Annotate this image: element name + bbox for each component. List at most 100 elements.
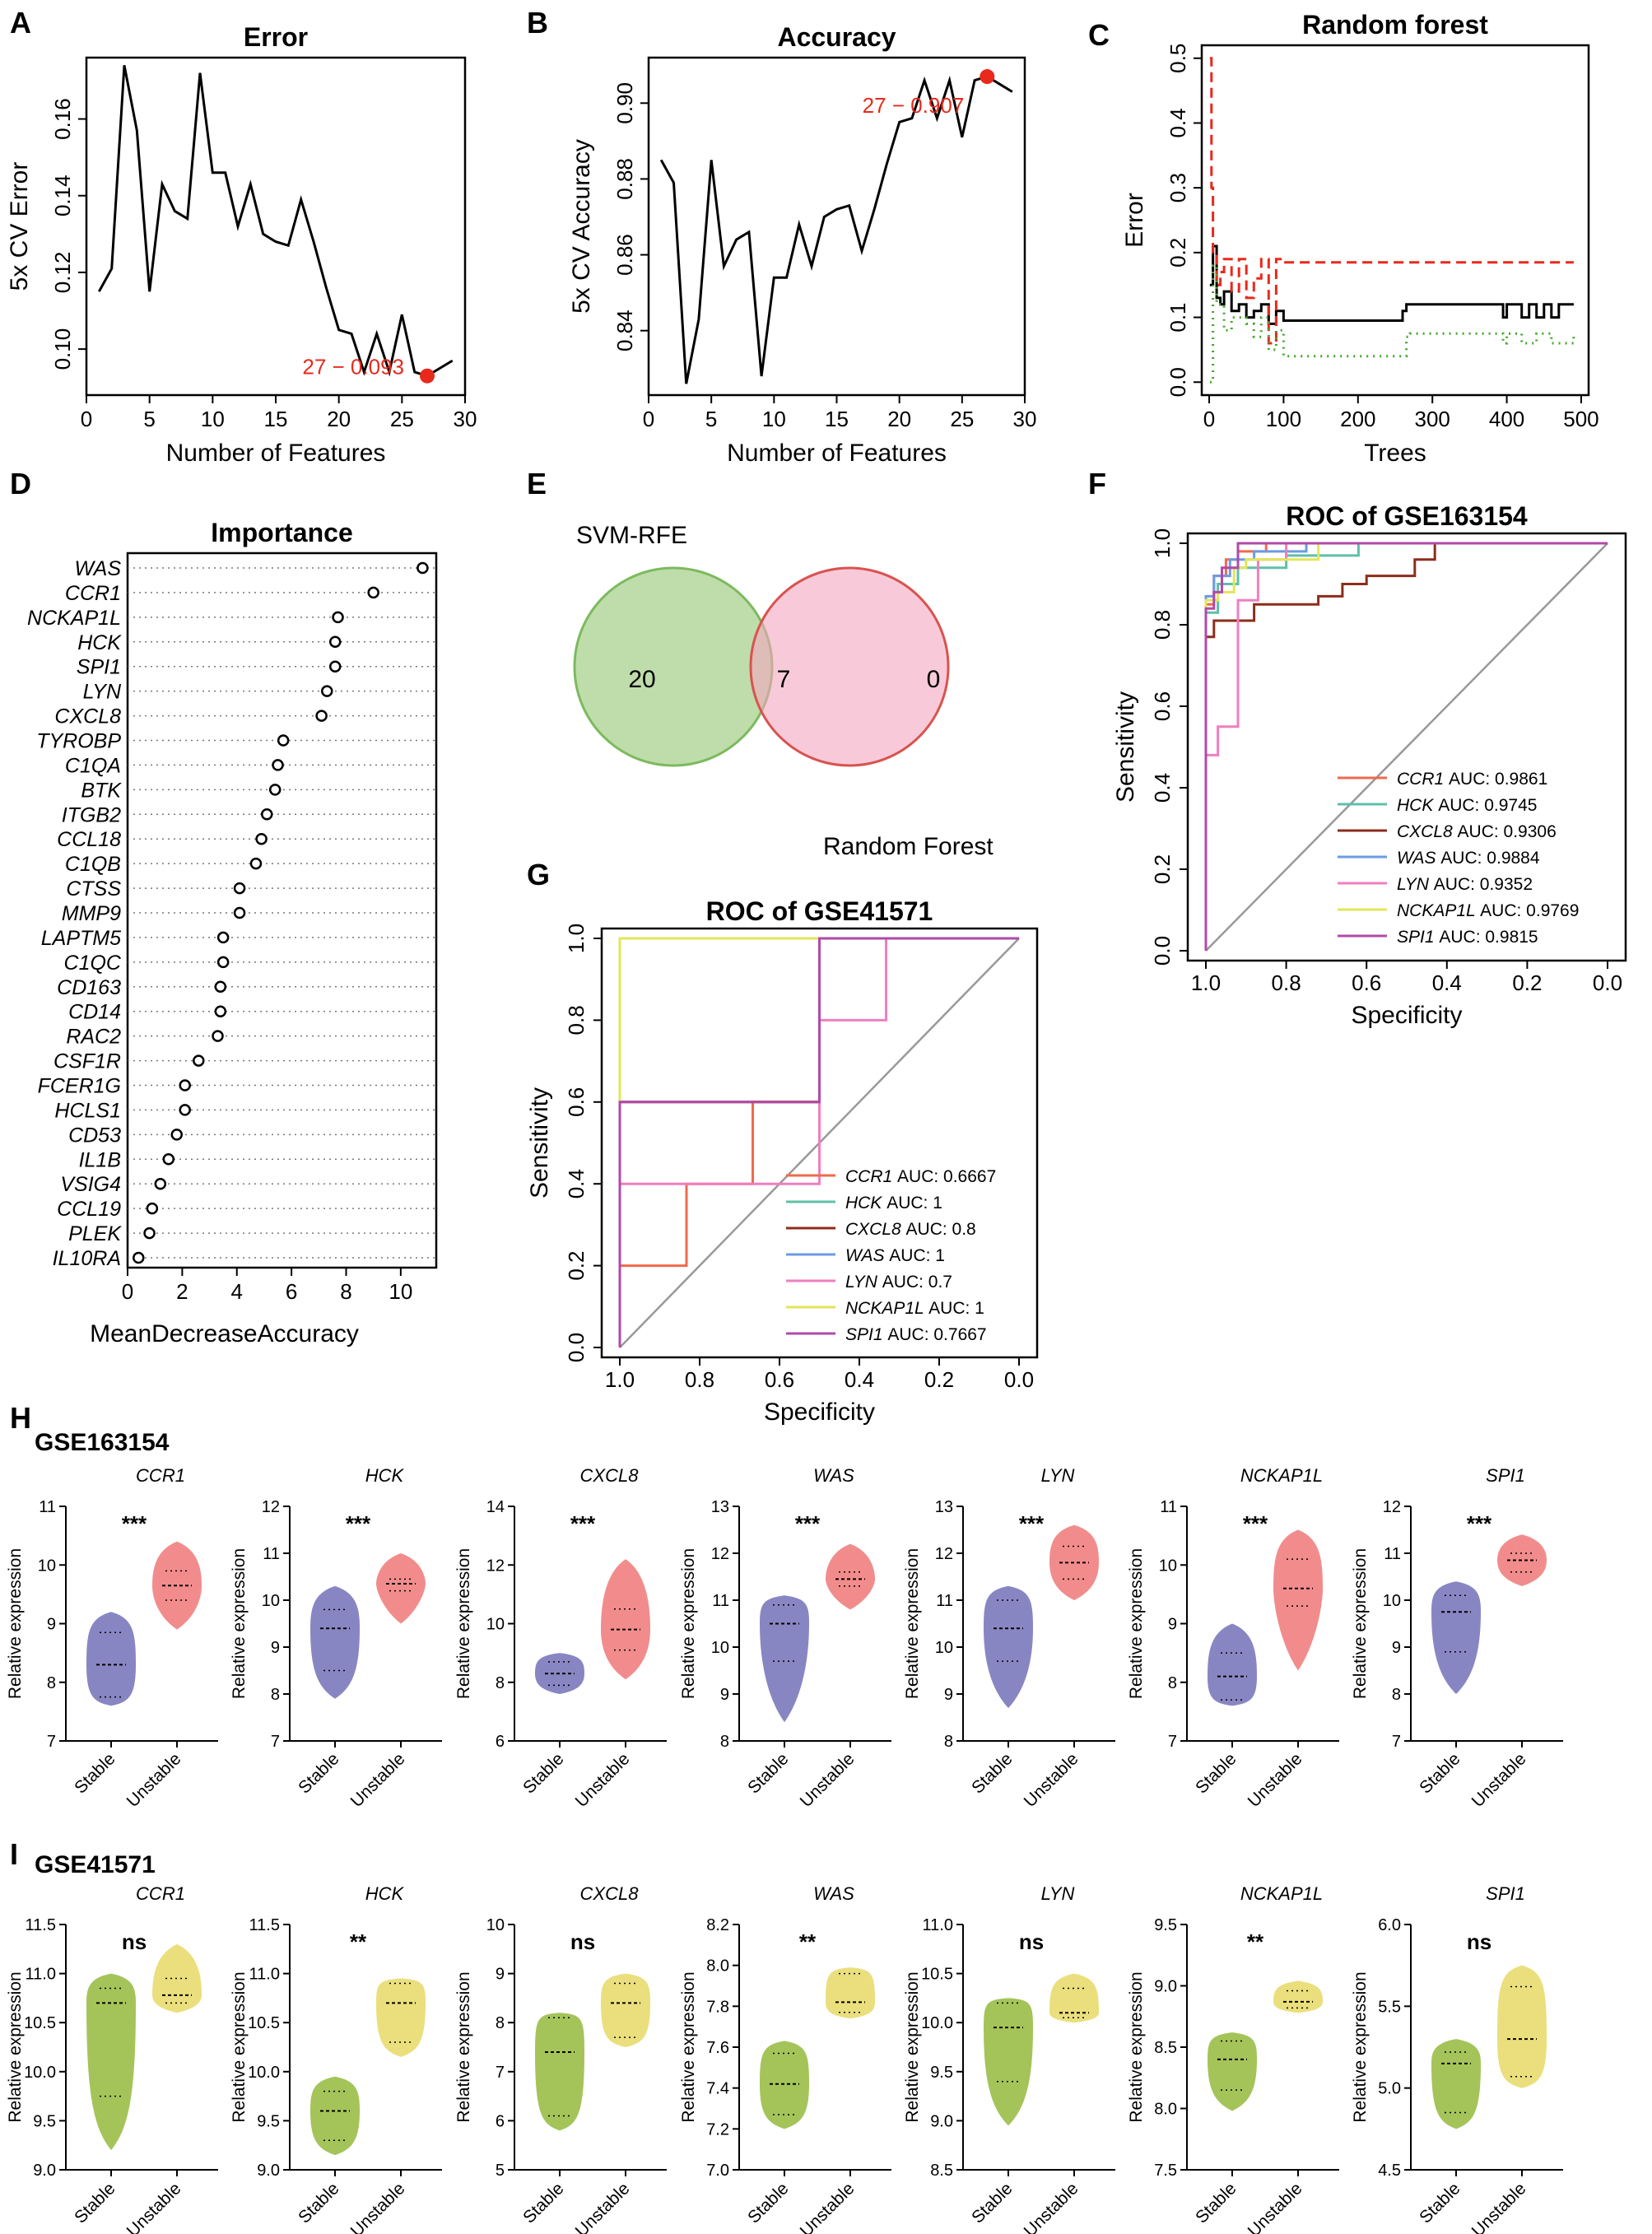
violin-stable bbox=[984, 1998, 1033, 2126]
venn-label-svm: SVM-RFE bbox=[576, 522, 687, 549]
highlight-label: 27 − 0.093 bbox=[302, 355, 404, 379]
x-tick-label: 0 bbox=[1203, 407, 1215, 431]
violin-stable bbox=[760, 1595, 809, 1723]
importance-point bbox=[321, 685, 333, 697]
group-label: Unstable bbox=[572, 2179, 634, 2234]
gene-title: NCKAP1L bbox=[1240, 1883, 1323, 1904]
chart-title: Importance bbox=[211, 518, 352, 547]
y-axis-label: Sensitivity bbox=[1112, 691, 1139, 803]
violin-unstable bbox=[826, 1543, 875, 1610]
gene-label: TYROBP bbox=[36, 730, 121, 753]
importance-point bbox=[277, 734, 290, 747]
violin-stable bbox=[1431, 1581, 1481, 1694]
gene-label: CD53 bbox=[68, 1124, 121, 1147]
panel-letter-h: H bbox=[10, 1401, 31, 1435]
importance-point bbox=[328, 660, 342, 673]
y-tick-label: 0.90 bbox=[612, 82, 637, 124]
y-tick-label: 9.5 bbox=[930, 2064, 953, 2082]
gene-label: C1QA bbox=[65, 754, 121, 777]
y-tick-label: 8 bbox=[720, 1733, 729, 1751]
y-tick-label: 9.5 bbox=[1154, 1916, 1177, 1934]
y-tick-label: 0.88 bbox=[612, 158, 637, 200]
y-tick-label: 8 bbox=[47, 1674, 56, 1692]
gene-label: SPI1 bbox=[77, 656, 121, 679]
group-label: Stable bbox=[744, 1749, 792, 1797]
y-axis-label: Sensitivity bbox=[526, 1087, 553, 1198]
y-tick-label: 13 bbox=[935, 1498, 953, 1516]
group-label: Stable bbox=[1192, 2179, 1240, 2227]
violin-subplot-ccr1: CCR1 *** 7 8 9 10 11 Relative expression Stable U… bbox=[6, 1465, 218, 1811]
violin-subplot-spi1: SPI1 ns 4.5 5.0 5.5 6.0 Relative expression Sta… bbox=[1351, 1883, 1563, 2234]
importance-point bbox=[162, 1153, 175, 1166]
plot-frame bbox=[600, 927, 1039, 1359]
violin-unstable bbox=[376, 1553, 426, 1624]
y-tick-label: 9 bbox=[47, 1616, 56, 1634]
x-tick-label: 0.0 bbox=[1004, 1367, 1034, 1392]
gene-title: CCR1 bbox=[136, 1465, 185, 1486]
x-tick-label: 15 bbox=[264, 407, 288, 431]
y-tick-label: 10.5 bbox=[24, 2014, 56, 2032]
y-tick-label: 0.2 bbox=[564, 1251, 589, 1281]
violin-subplot-nckap1l: NCKAP1L *** 7 8 9 10 11 Relative expression Stab… bbox=[1127, 1465, 1339, 1811]
venn-label-rf: Random Forest bbox=[823, 833, 994, 860]
legend-entry: WAS AUC: 0.9884 bbox=[1397, 849, 1540, 868]
y-tick-label: 11 bbox=[1384, 1545, 1401, 1563]
x-tick-label: 400 bbox=[1489, 407, 1524, 431]
venn-count-intersection: 7 bbox=[777, 666, 791, 693]
importance-point bbox=[179, 1079, 191, 1091]
y-axis-label: Relative expression bbox=[1127, 1971, 1146, 2122]
y-tick-label: 9 bbox=[271, 1639, 280, 1657]
y-tick-label: 10.5 bbox=[248, 2014, 280, 2032]
violin-unstable bbox=[826, 1967, 875, 2019]
importance-point bbox=[214, 1005, 227, 1017]
y-tick-label: 11 bbox=[712, 1592, 729, 1610]
panel-d-importance-chart: Importance WASCCR1NCKAP1LHCKSPI1LYNCXCL8T… bbox=[27, 518, 438, 1347]
panel-letter-c: C bbox=[1088, 18, 1110, 52]
y-tick-label: 10 bbox=[1383, 1592, 1401, 1610]
y-tick-label: 0.4 bbox=[564, 1169, 589, 1198]
y-tick-label: 7.6 bbox=[706, 2039, 729, 2057]
y-tick-label: 7.0 bbox=[706, 2162, 729, 2180]
x-tick-label: 2 bbox=[176, 1279, 188, 1304]
gene-label: PLEK bbox=[68, 1222, 122, 1245]
x-tick-label: 0 bbox=[643, 407, 654, 431]
violin-subplot-spi1: SPI1 *** 7 8 9 10 11 12 Relative expression Stabl… bbox=[1351, 1465, 1563, 1811]
importance-point bbox=[133, 1251, 145, 1264]
violin-unstable bbox=[1273, 1529, 1323, 1671]
y-tick-label: 9.0 bbox=[930, 2112, 953, 2130]
x-tick-label: 300 bbox=[1414, 407, 1450, 431]
gene-label: IL10RA bbox=[53, 1247, 121, 1270]
importance-point bbox=[143, 1226, 156, 1240]
legend-entry: CXCL8 AUC: 0.8 bbox=[845, 1220, 976, 1239]
panel-i-violins-gse41571: CCR1 ns 9.0 9.5 10.0 10.5 11.0 11.5 Relative exp… bbox=[6, 1883, 1563, 2234]
violin-unstable bbox=[1497, 1965, 1547, 2088]
importance-point bbox=[233, 882, 246, 895]
significance-label: *** bbox=[1019, 1511, 1045, 1536]
roc-curve-ccr1 bbox=[1204, 542, 1608, 951]
y-tick-label: 12 bbox=[935, 1545, 953, 1563]
venn-circle-rf bbox=[749, 566, 950, 767]
highlight-point bbox=[980, 69, 995, 85]
x-tick-label: 10 bbox=[201, 407, 225, 431]
y-tick-label: 0.0 bbox=[564, 1333, 589, 1362]
y-tick-label: 5.0 bbox=[1378, 2080, 1401, 2098]
y-tick-label: 9 bbox=[496, 1966, 505, 1984]
group-label: Stable bbox=[1192, 1749, 1240, 1797]
y-tick-label: 7.8 bbox=[706, 1998, 729, 2016]
plot-frame bbox=[1200, 44, 1590, 397]
y-tick-label: 11 bbox=[1160, 1498, 1177, 1516]
y-tick-label: 5 bbox=[496, 2162, 505, 2180]
y-tick-label: 0.4 bbox=[1166, 108, 1190, 137]
gene-label: HCK bbox=[77, 631, 122, 654]
highlight-point bbox=[420, 368, 435, 384]
y-tick-label: 6 bbox=[496, 2112, 505, 2130]
y-tick-label: 10 bbox=[38, 1557, 56, 1575]
group-label: Unstable bbox=[1021, 2179, 1082, 2234]
gene-label: IL1B bbox=[79, 1148, 121, 1171]
legend-entry: SPI1 AUC: 0.7667 bbox=[845, 1325, 987, 1344]
group-label: Stable bbox=[519, 1749, 567, 1797]
x-tick-label: 0.2 bbox=[924, 1367, 954, 1392]
significance-label: *** bbox=[1243, 1511, 1268, 1536]
x-tick-label: 4 bbox=[231, 1279, 243, 1304]
y-axis-label: Relative expression bbox=[6, 1971, 25, 2122]
